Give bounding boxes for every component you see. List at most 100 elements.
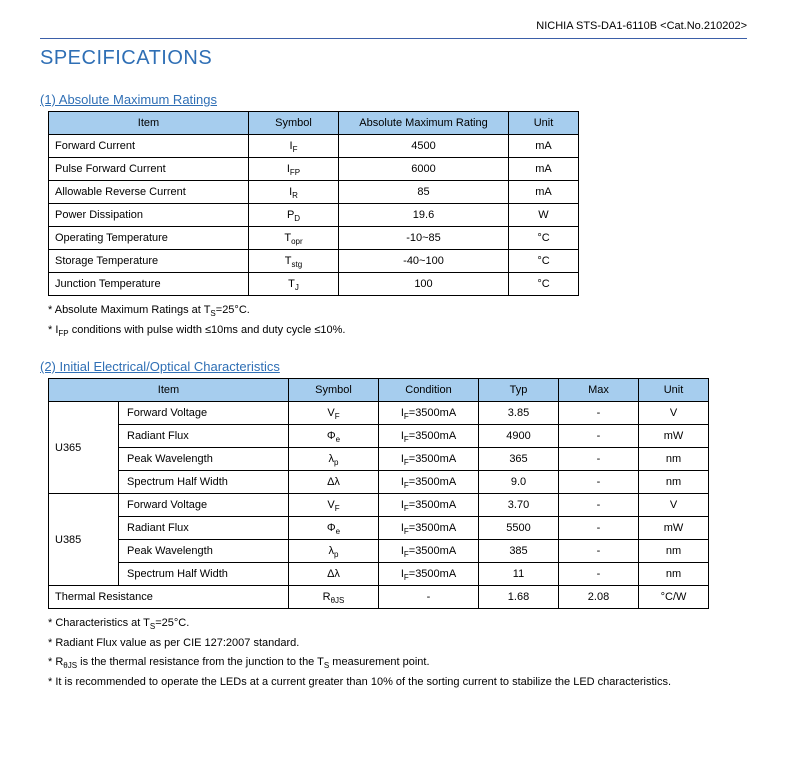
cell-condition: IF=3500mA	[379, 402, 479, 425]
cell-subitem: Radiant Flux	[119, 425, 289, 448]
cell-subitem: Peak Wavelength	[119, 540, 289, 563]
cell-unit: nm	[639, 540, 709, 563]
cell-max: -	[559, 540, 639, 563]
cell-unit: mA	[509, 135, 579, 158]
note-line: * Absolute Maximum Ratings at TS=25°C.	[48, 302, 747, 320]
col-item: Item	[49, 379, 289, 402]
table-row: Peak WavelengthλpIF=3500mA385-nm	[49, 540, 709, 563]
cell-subitem: Radiant Flux	[119, 517, 289, 540]
cell-unit: °C	[509, 250, 579, 273]
table-row: Thermal ResistanceRθJS-1.682.08°C/W	[49, 586, 709, 609]
table-row: Junction TemperatureTJ100°C	[49, 273, 579, 296]
table-row: Power DissipationPD19.6W	[49, 204, 579, 227]
cell-symbol: TJ	[249, 273, 339, 296]
table-header-row: Item Symbol Absolute Maximum Rating Unit	[49, 112, 579, 135]
cell-max: -	[559, 402, 639, 425]
cell-unit: °C/W	[639, 586, 709, 609]
cell-symbol: Φe	[289, 517, 379, 540]
col-symbol: Symbol	[249, 112, 339, 135]
note-line: * Radiant Flux value as per CIE 127:2007…	[48, 635, 747, 653]
note-line: * It is recommended to operate the LEDs …	[48, 674, 747, 692]
table-row: Operating TemperatureTopr-10~85°C	[49, 227, 579, 250]
cell-symbol: Tstg	[249, 250, 339, 273]
cell-unit: nm	[639, 448, 709, 471]
cell-unit: °C	[509, 273, 579, 296]
cell-unit: mW	[639, 425, 709, 448]
col-condition: Condition	[379, 379, 479, 402]
note-line: * IFP conditions with pulse width ≤10ms …	[48, 322, 747, 340]
table-row: Storage TemperatureTstg-40~100°C	[49, 250, 579, 273]
cell-symbol: λp	[289, 540, 379, 563]
cell-condition: IF=3500mA	[379, 425, 479, 448]
cell-typ: 9.0	[479, 471, 559, 494]
cell-rating: 100	[339, 273, 509, 296]
cell-max: -	[559, 563, 639, 586]
cell-condition: IF=3500mA	[379, 517, 479, 540]
cell-symbol: RθJS	[289, 586, 379, 609]
cell-symbol: IFP	[249, 158, 339, 181]
page-title: SPECIFICATIONS	[40, 47, 747, 70]
cell-rating: 19.6	[339, 204, 509, 227]
cell-symbol: Δλ	[289, 471, 379, 494]
cell-subitem: Spectrum Half Width	[119, 471, 289, 494]
cell-item: Operating Temperature	[49, 227, 249, 250]
cell-unit: °C	[509, 227, 579, 250]
cell-symbol: λp	[289, 448, 379, 471]
cell-symbol: VF	[289, 494, 379, 517]
table-header-row: Item Symbol Condition Typ Max Unit	[49, 379, 709, 402]
cell-typ: 3.70	[479, 494, 559, 517]
cell-unit: mW	[639, 517, 709, 540]
cell-unit: V	[639, 402, 709, 425]
section2-title: (2) Initial Electrical/Optical Character…	[40, 359, 747, 374]
section1-title: (1) Absolute Maximum Ratings	[40, 92, 747, 107]
cell-max: -	[559, 517, 639, 540]
cell-symbol: PD	[249, 204, 339, 227]
cell-typ: 385	[479, 540, 559, 563]
cell-rating: 6000	[339, 158, 509, 181]
note-line: * RθJS is the thermal resistance from th…	[48, 654, 747, 672]
cell-subitem: Peak Wavelength	[119, 448, 289, 471]
table-row: Pulse Forward CurrentIFP6000mA	[49, 158, 579, 181]
table-row: Spectrum Half WidthΔλIF=3500mA11-nm	[49, 563, 709, 586]
cell-typ: 3.85	[479, 402, 559, 425]
cell-subitem: Spectrum Half Width	[119, 563, 289, 586]
cell-condition: -	[379, 586, 479, 609]
cell-condition: IF=3500mA	[379, 448, 479, 471]
table-row: Radiant FluxΦeIF=3500mA5500-mW	[49, 517, 709, 540]
cell-symbol: Topr	[249, 227, 339, 250]
cell-group: U365	[49, 402, 119, 494]
cell-unit: W	[509, 204, 579, 227]
col-max: Max	[559, 379, 639, 402]
table-row: U365Forward VoltageVFIF=3500mA3.85-V	[49, 402, 709, 425]
cell-max: -	[559, 494, 639, 517]
cell-symbol: IF	[249, 135, 339, 158]
cell-group: U385	[49, 494, 119, 586]
cell-condition: IF=3500mA	[379, 563, 479, 586]
cell-item: Pulse Forward Current	[49, 158, 249, 181]
cell-unit: mA	[509, 158, 579, 181]
cell-item: Allowable Reverse Current	[49, 181, 249, 204]
cell-subitem: Forward Voltage	[119, 402, 289, 425]
section2-notes: * Characteristics at TS=25°C.* Radiant F…	[48, 615, 747, 691]
cell-typ: 1.68	[479, 586, 559, 609]
table-row: U385Forward VoltageVFIF=3500mA3.70-V	[49, 494, 709, 517]
cell-max: 2.08	[559, 586, 639, 609]
col-unit: Unit	[509, 112, 579, 135]
table-row: Forward CurrentIF4500mA	[49, 135, 579, 158]
cell-max: -	[559, 448, 639, 471]
cell-typ: 11	[479, 563, 559, 586]
table-row: Peak WavelengthλpIF=3500mA365-nm	[49, 448, 709, 471]
col-item: Item	[49, 112, 249, 135]
cell-item: Thermal Resistance	[49, 586, 289, 609]
cell-condition: IF=3500mA	[379, 540, 479, 563]
table-row: Allowable Reverse CurrentIR85mA	[49, 181, 579, 204]
col-unit: Unit	[639, 379, 709, 402]
cell-unit: nm	[639, 563, 709, 586]
cell-typ: 4900	[479, 425, 559, 448]
cell-symbol: IR	[249, 181, 339, 204]
cell-unit: nm	[639, 471, 709, 494]
cell-max: -	[559, 471, 639, 494]
table-abs-max-ratings: Item Symbol Absolute Maximum Rating Unit…	[48, 111, 579, 296]
cell-item: Junction Temperature	[49, 273, 249, 296]
cell-symbol: VF	[289, 402, 379, 425]
